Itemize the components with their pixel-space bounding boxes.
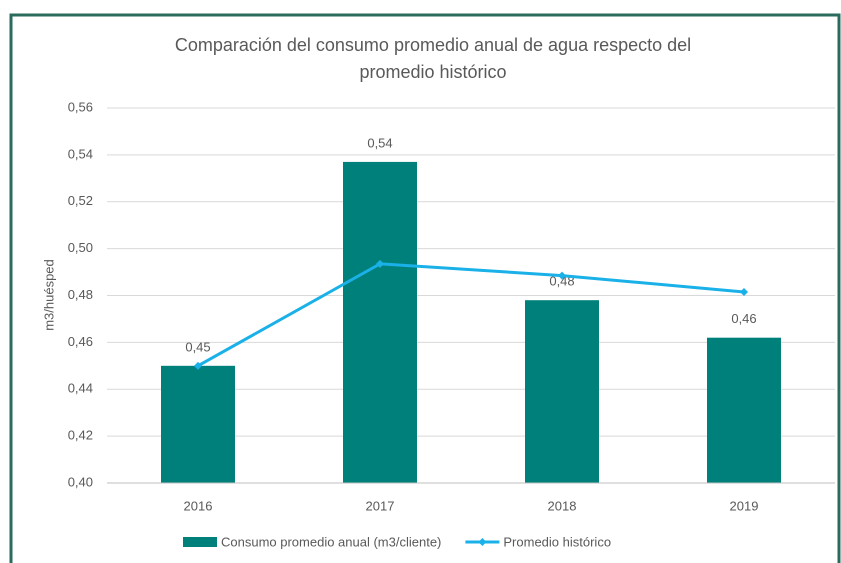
y-axis-label: m3/huésped	[41, 259, 56, 331]
marker	[558, 271, 566, 280]
data-label: 0,45	[185, 339, 210, 354]
legend-marker	[478, 538, 487, 546]
x-tick-label: 2017	[366, 498, 395, 513]
bar	[343, 161, 417, 483]
y-tick-label: 0,56	[68, 99, 93, 114]
bar	[525, 300, 599, 483]
x-tick-label: 2018	[548, 498, 577, 513]
x-tick-label: 2016	[184, 498, 213, 513]
marker	[376, 259, 384, 268]
data-label: 0,46	[731, 311, 756, 326]
legend-label: Promedio histórico	[503, 534, 611, 549]
frame	[9, 13, 841, 563]
y-tick-label: 0,40	[68, 474, 93, 489]
marker	[194, 361, 202, 370]
y-tick-label: 0,42	[68, 428, 93, 443]
y-tick-label: 0,46	[68, 334, 93, 349]
y-tick-label: 0,54	[68, 146, 93, 161]
y-tick-label: 0,52	[68, 193, 93, 208]
marker	[740, 287, 748, 296]
y-tick-label: 0,48	[68, 287, 93, 302]
data-label: 0,54	[367, 135, 392, 150]
line	[197, 262, 745, 368]
y-tick-label: 0,50	[68, 240, 93, 255]
bar	[161, 365, 235, 483]
legend-label: Consumo promedio anual (m3/cliente)	[221, 534, 441, 549]
legend-swatch	[183, 537, 217, 547]
chart-title: Comparación del consumo promedio anual d…	[174, 35, 692, 82]
y-tick-label: 0,44	[68, 381, 93, 396]
x-tick-label: 2019	[730, 498, 759, 513]
bar	[707, 337, 781, 483]
